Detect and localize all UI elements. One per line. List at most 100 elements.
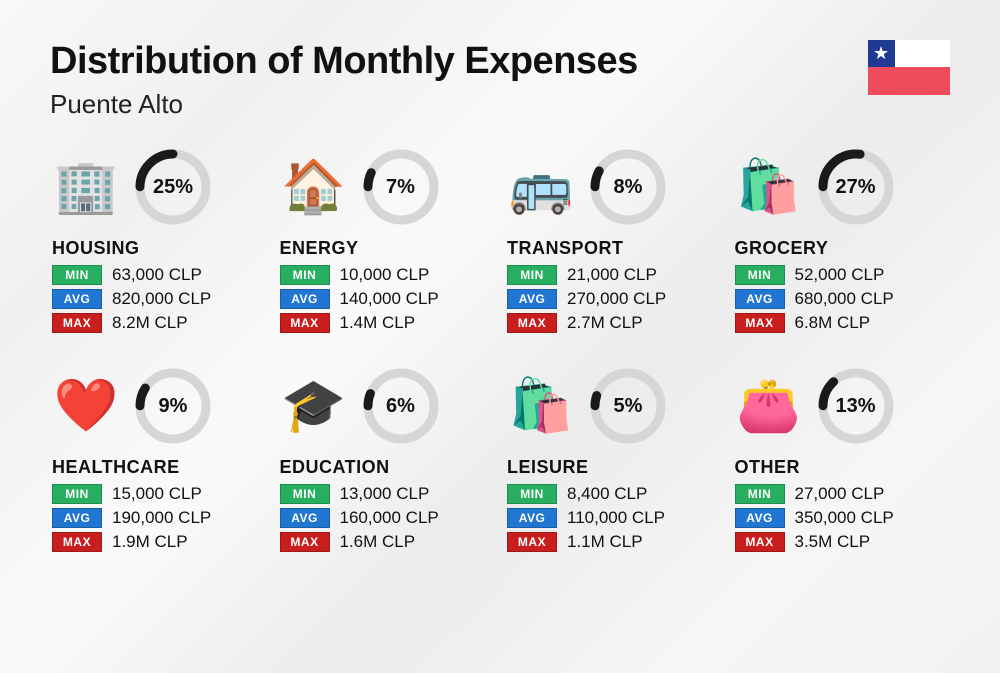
stat-max-row: MAX 2.7M CLP xyxy=(507,313,723,333)
percentage-donut: 5% xyxy=(589,367,667,445)
percentage-donut: 8% xyxy=(589,148,667,226)
min-value: 10,000 CLP xyxy=(340,265,430,285)
percentage-label: 7% xyxy=(362,148,440,226)
avg-value: 680,000 CLP xyxy=(795,289,894,309)
expense-card: 🛍️ 27% GROCERY MIN 52,000 CLP AVG 680,00… xyxy=(733,148,951,337)
category-name: TRANSPORT xyxy=(507,238,723,259)
stat-max-row: MAX 8.2M CLP xyxy=(52,313,268,333)
percentage-donut: 6% xyxy=(362,367,440,445)
min-badge: MIN xyxy=(735,265,785,285)
chile-flag-icon: ★ xyxy=(868,40,950,95)
percentage-label: 6% xyxy=(362,367,440,445)
min-value: 13,000 CLP xyxy=(340,484,430,504)
min-value: 63,000 CLP xyxy=(112,265,202,285)
max-value: 1.6M CLP xyxy=(340,532,416,552)
stat-avg-row: AVG 160,000 CLP xyxy=(280,508,496,528)
stat-min-row: MIN 27,000 CLP xyxy=(735,484,951,504)
avg-value: 190,000 CLP xyxy=(112,508,211,528)
max-value: 1.1M CLP xyxy=(567,532,643,552)
max-badge: MAX xyxy=(52,313,102,333)
percentage-donut: 25% xyxy=(134,148,212,226)
stat-avg-row: AVG 350,000 CLP xyxy=(735,508,951,528)
stat-min-row: MIN 8,400 CLP xyxy=(507,484,723,504)
max-badge: MAX xyxy=(735,532,785,552)
expense-card: 🛍️ 5% LEISURE MIN 8,400 CLP AVG 110,000 … xyxy=(505,367,723,556)
percentage-label: 13% xyxy=(817,367,895,445)
min-badge: MIN xyxy=(52,484,102,504)
stat-min-row: MIN 10,000 CLP xyxy=(280,265,496,285)
max-value: 3.5M CLP xyxy=(795,532,871,552)
max-value: 8.2M CLP xyxy=(112,313,188,333)
max-badge: MAX xyxy=(52,532,102,552)
stat-avg-row: AVG 270,000 CLP xyxy=(507,289,723,309)
stat-min-row: MIN 52,000 CLP xyxy=(735,265,951,285)
category-name: HEALTHCARE xyxy=(52,457,268,478)
expense-grid: 🏢 25% HOUSING MIN 63,000 CLP AVG 820,000… xyxy=(50,148,950,556)
avg-value: 160,000 CLP xyxy=(340,508,439,528)
max-value: 2.7M CLP xyxy=(567,313,643,333)
avg-badge: AVG xyxy=(735,289,785,309)
min-value: 15,000 CLP xyxy=(112,484,202,504)
stat-max-row: MAX 1.9M CLP xyxy=(52,532,268,552)
stat-avg-row: AVG 680,000 CLP xyxy=(735,289,951,309)
percentage-label: 5% xyxy=(589,367,667,445)
min-badge: MIN xyxy=(507,484,557,504)
stat-min-row: MIN 13,000 CLP xyxy=(280,484,496,504)
category-icon: 🛍️ xyxy=(733,151,805,223)
max-badge: MAX xyxy=(735,313,785,333)
category-name: LEISURE xyxy=(507,457,723,478)
avg-value: 270,000 CLP xyxy=(567,289,666,309)
max-badge: MAX xyxy=(507,532,557,552)
expense-card: 🏢 25% HOUSING MIN 63,000 CLP AVG 820,000… xyxy=(50,148,268,337)
category-icon: 👛 xyxy=(733,370,805,442)
avg-value: 140,000 CLP xyxy=(340,289,439,309)
category-name: HOUSING xyxy=(52,238,268,259)
avg-badge: AVG xyxy=(507,508,557,528)
category-name: ENERGY xyxy=(280,238,496,259)
expense-card: 🚌 8% TRANSPORT MIN 21,000 CLP AVG 270,00… xyxy=(505,148,723,337)
min-value: 52,000 CLP xyxy=(795,265,885,285)
stat-min-row: MIN 15,000 CLP xyxy=(52,484,268,504)
category-icon: ❤️ xyxy=(50,370,122,442)
stat-max-row: MAX 6.8M CLP xyxy=(735,313,951,333)
max-badge: MAX xyxy=(507,313,557,333)
page-subtitle: Puente Alto xyxy=(50,89,950,120)
avg-badge: AVG xyxy=(280,289,330,309)
min-badge: MIN xyxy=(52,265,102,285)
min-value: 21,000 CLP xyxy=(567,265,657,285)
percentage-label: 25% xyxy=(134,148,212,226)
expense-card: ❤️ 9% HEALTHCARE MIN 15,000 CLP AVG 190,… xyxy=(50,367,268,556)
max-badge: MAX xyxy=(280,532,330,552)
max-badge: MAX xyxy=(280,313,330,333)
percentage-label: 8% xyxy=(589,148,667,226)
category-name: OTHER xyxy=(735,457,951,478)
avg-badge: AVG xyxy=(52,508,102,528)
stat-avg-row: AVG 110,000 CLP xyxy=(507,508,723,528)
category-name: EDUCATION xyxy=(280,457,496,478)
avg-badge: AVG xyxy=(507,289,557,309)
stat-avg-row: AVG 190,000 CLP xyxy=(52,508,268,528)
avg-value: 110,000 CLP xyxy=(567,508,665,528)
percentage-donut: 13% xyxy=(817,367,895,445)
category-icon: 🏢 xyxy=(50,151,122,223)
percentage-label: 9% xyxy=(134,367,212,445)
percentage-donut: 9% xyxy=(134,367,212,445)
stat-min-row: MIN 21,000 CLP xyxy=(507,265,723,285)
avg-badge: AVG xyxy=(52,289,102,309)
max-value: 6.8M CLP xyxy=(795,313,871,333)
min-badge: MIN xyxy=(507,265,557,285)
min-value: 27,000 CLP xyxy=(795,484,885,504)
max-value: 1.4M CLP xyxy=(340,313,416,333)
page-title: Distribution of Monthly Expenses xyxy=(50,40,950,83)
max-value: 1.9M CLP xyxy=(112,532,188,552)
avg-badge: AVG xyxy=(280,508,330,528)
avg-value: 820,000 CLP xyxy=(112,289,211,309)
min-badge: MIN xyxy=(280,265,330,285)
stat-max-row: MAX 1.1M CLP xyxy=(507,532,723,552)
expense-card: 🎓 6% EDUCATION MIN 13,000 CLP AVG 160,00… xyxy=(278,367,496,556)
category-icon: 🚌 xyxy=(505,151,577,223)
avg-value: 350,000 CLP xyxy=(795,508,894,528)
stat-min-row: MIN 63,000 CLP xyxy=(52,265,268,285)
category-icon: 🏠 xyxy=(278,151,350,223)
category-icon: 🛍️ xyxy=(505,370,577,442)
